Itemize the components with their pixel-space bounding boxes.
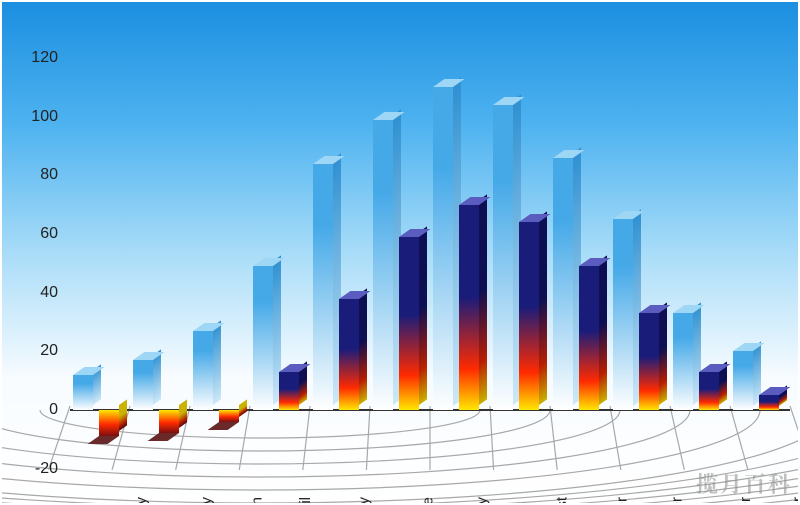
chart-stage: -20020406080100120 anuaryebruaryMarchApr… — [0, 0, 800, 505]
bar — [553, 158, 573, 410]
bar — [459, 205, 479, 410]
x-tick-label: ebruary — [198, 497, 215, 505]
x-tick-label: June — [420, 497, 437, 505]
x-tick-label: April — [297, 497, 314, 505]
bar — [493, 105, 513, 410]
x-tick-label: July — [474, 497, 491, 505]
bar — [159, 410, 179, 433]
x-tick-label: March — [249, 497, 266, 505]
plot-area — [0, 0, 800, 505]
bar — [253, 266, 273, 410]
bar — [279, 372, 299, 410]
x-tick-label: August — [554, 497, 571, 505]
bar — [519, 222, 539, 410]
bar — [759, 395, 779, 410]
x-tick-label: tember — [614, 497, 631, 505]
bar — [313, 164, 333, 410]
x-tick-label: May — [355, 497, 372, 505]
bar — [219, 410, 239, 422]
bar — [433, 87, 453, 410]
bar — [579, 266, 599, 410]
bar — [613, 219, 633, 410]
bar — [133, 360, 153, 410]
bar — [339, 299, 359, 410]
bar — [639, 313, 659, 410]
bar — [99, 410, 119, 436]
x-tick-label: ctober — [669, 497, 686, 505]
bar — [699, 372, 719, 410]
bar — [73, 375, 93, 410]
bar — [673, 313, 693, 410]
bar — [399, 237, 419, 410]
bar — [373, 120, 393, 410]
watermark: 揽月百科 — [696, 468, 792, 499]
bar — [193, 331, 213, 410]
bar — [733, 351, 753, 410]
x-tick-label: anuary — [133, 497, 150, 505]
